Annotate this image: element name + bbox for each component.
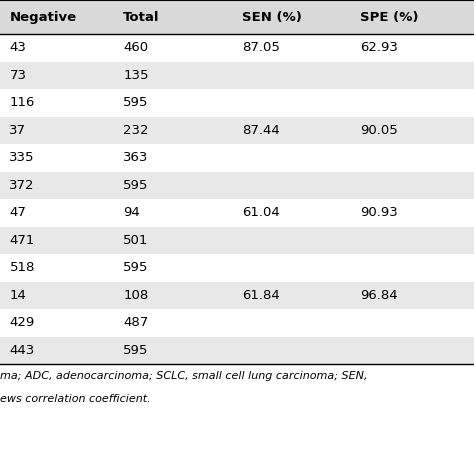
Text: 429: 429 <box>9 316 35 329</box>
Text: 595: 595 <box>123 96 149 109</box>
Text: 595: 595 <box>123 261 149 274</box>
Bar <box>0 337 474 364</box>
Text: 61.04: 61.04 <box>242 206 280 219</box>
Bar <box>0 199 474 227</box>
Text: 43: 43 <box>9 41 27 55</box>
Text: 471: 471 <box>9 234 35 247</box>
Text: 73: 73 <box>9 69 27 82</box>
Text: 62.93: 62.93 <box>360 41 398 55</box>
Text: 87.44: 87.44 <box>242 124 280 137</box>
Text: 232: 232 <box>123 124 149 137</box>
Bar <box>0 172 474 199</box>
Text: 14: 14 <box>9 289 27 302</box>
Text: 595: 595 <box>123 344 149 357</box>
Text: Total: Total <box>123 10 160 24</box>
Bar <box>0 227 474 254</box>
Text: 501: 501 <box>123 234 149 247</box>
Bar <box>0 62 474 89</box>
Bar <box>0 254 474 282</box>
Text: 116: 116 <box>9 96 35 109</box>
Text: 96.84: 96.84 <box>360 289 398 302</box>
Bar <box>0 282 474 309</box>
Bar <box>0 144 474 172</box>
Text: SEN (%): SEN (%) <box>242 10 301 24</box>
Text: 487: 487 <box>123 316 148 329</box>
Text: 37: 37 <box>9 124 27 137</box>
Text: ma; ADC, adenocarcinoma; SCLC, small cell lung carcinoma; SEN,: ma; ADC, adenocarcinoma; SCLC, small cel… <box>0 371 367 381</box>
Bar <box>0 0 474 34</box>
Bar <box>0 89 474 117</box>
Text: 87.05: 87.05 <box>242 41 280 55</box>
Text: SPE (%): SPE (%) <box>360 10 419 24</box>
Text: 595: 595 <box>123 179 149 192</box>
Text: 47: 47 <box>9 206 27 219</box>
Text: 363: 363 <box>123 151 149 164</box>
Text: Negative: Negative <box>9 10 77 24</box>
Text: 61.84: 61.84 <box>242 289 280 302</box>
Text: 443: 443 <box>9 344 35 357</box>
Text: 94: 94 <box>123 206 140 219</box>
Text: 90.05: 90.05 <box>360 124 398 137</box>
Bar <box>0 117 474 144</box>
Text: 90.93: 90.93 <box>360 206 398 219</box>
Text: 372: 372 <box>9 179 35 192</box>
Text: ews correlation coefficient.: ews correlation coefficient. <box>0 394 151 404</box>
Text: 460: 460 <box>123 41 148 55</box>
Text: 108: 108 <box>123 289 148 302</box>
Text: 335: 335 <box>9 151 35 164</box>
Text: 135: 135 <box>123 69 149 82</box>
Bar <box>0 309 474 337</box>
Text: 518: 518 <box>9 261 35 274</box>
Bar <box>0 34 474 62</box>
